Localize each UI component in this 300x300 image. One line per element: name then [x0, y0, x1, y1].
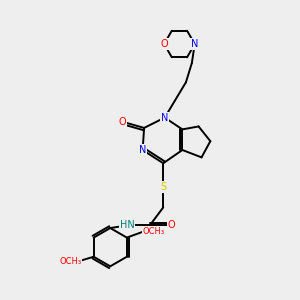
Text: OCH₃: OCH₃: [142, 227, 164, 236]
Text: O: O: [160, 39, 168, 49]
Text: N: N: [191, 39, 198, 49]
Text: OCH₃: OCH₃: [59, 257, 81, 266]
Text: S: S: [160, 182, 166, 192]
Text: N: N: [161, 112, 168, 123]
Text: O: O: [167, 220, 175, 230]
Text: N: N: [139, 145, 146, 155]
Text: HN: HN: [120, 220, 134, 230]
Text: O: O: [118, 117, 126, 127]
